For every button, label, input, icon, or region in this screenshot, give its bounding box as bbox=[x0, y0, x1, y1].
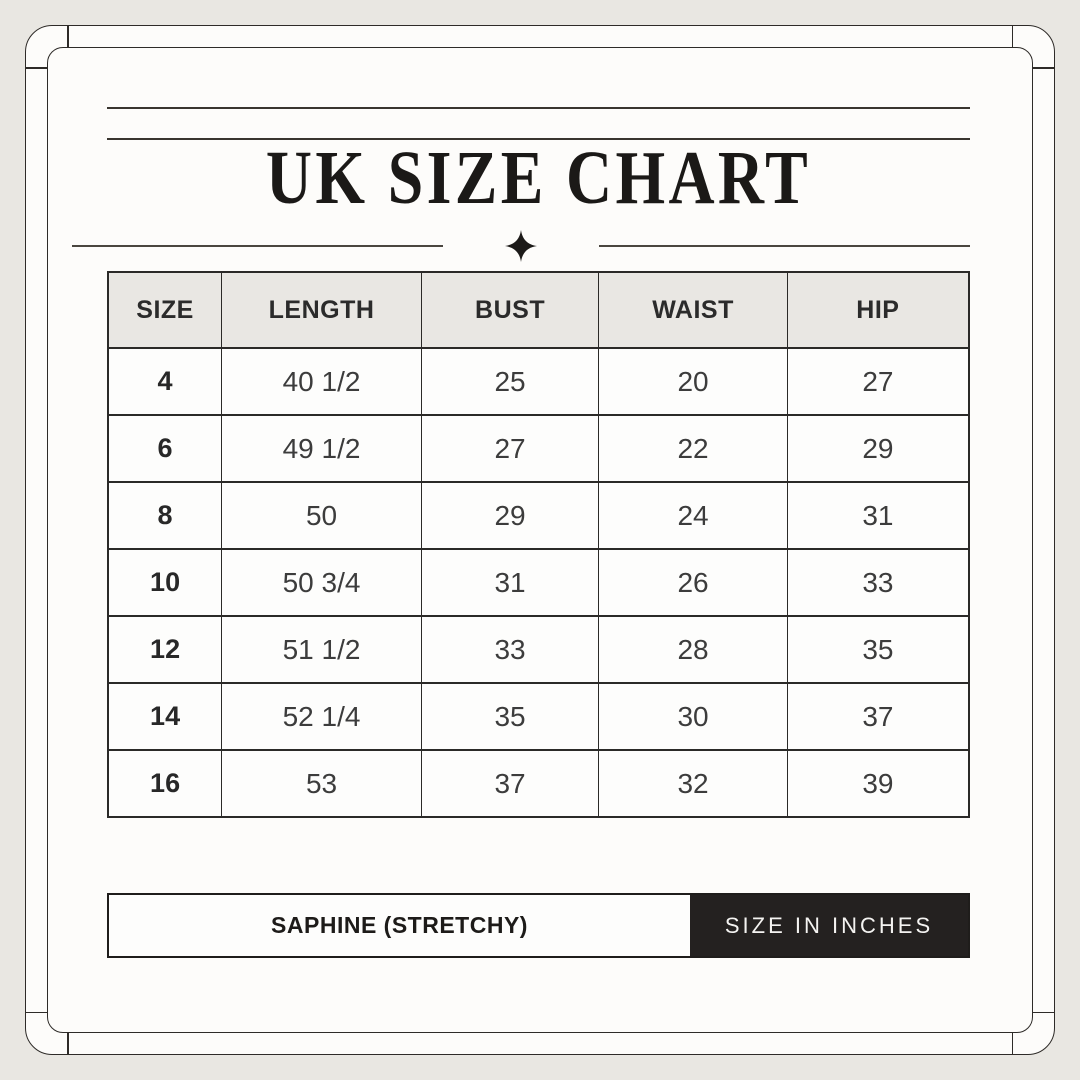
table-row: 8 50 29 24 31 bbox=[107, 481, 970, 550]
divider-line-right bbox=[599, 245, 970, 247]
measurement-cell: 49 1/2 bbox=[221, 414, 422, 483]
column-header-bust: BUST bbox=[420, 271, 600, 349]
measurement-cell: 27 bbox=[786, 347, 970, 416]
measurement-cell: 51 1/2 bbox=[221, 615, 422, 684]
table-row: 16 53 37 32 39 bbox=[107, 749, 970, 818]
inner-frame-border bbox=[47, 47, 1033, 1033]
frame-corner-tick bbox=[1011, 1033, 1013, 1055]
measurement-cell: 30 bbox=[598, 682, 788, 751]
measurement-cell: 33 bbox=[786, 548, 970, 617]
measurement-cell: 35 bbox=[420, 682, 600, 751]
measurement-cell: 32 bbox=[598, 749, 788, 818]
size-table: SIZE LENGTH BUST WAIST HIP 4 40 1/2 25 20 27… bbox=[107, 271, 970, 818]
size-table-body: 4 40 1/2 25 20 27 6 49 1/2 27 22 29 8 50 29 24 31 10 50 … bbox=[107, 347, 970, 818]
measurement-cell: 22 bbox=[598, 414, 788, 483]
header-row: SIZE LENGTH BUST WAIST HIP bbox=[107, 271, 970, 349]
frame-corner-tick bbox=[67, 25, 69, 47]
units-badge: SIZE IN INCHES bbox=[690, 895, 968, 956]
measurement-cell: 39 bbox=[786, 749, 970, 818]
page-title: UK SIZE CHART bbox=[265, 136, 812, 220]
size-cell: 12 bbox=[107, 615, 223, 684]
measurement-cell: 35 bbox=[786, 615, 970, 684]
measurement-cell: 20 bbox=[598, 347, 788, 416]
frame-corner-tick bbox=[1011, 25, 1013, 47]
measurement-cell: 24 bbox=[598, 481, 788, 550]
size-cell: 8 bbox=[107, 481, 223, 550]
column-header-length: LENGTH bbox=[221, 271, 422, 349]
content-column: UK SIZE CHART SIZE LENGTH BUST bbox=[72, 0, 970, 1080]
measurement-cell: 37 bbox=[786, 682, 970, 751]
size-cell: 4 bbox=[107, 347, 223, 416]
table-row: 14 52 1/4 35 30 37 bbox=[107, 682, 970, 751]
measurement-cell: 37 bbox=[420, 749, 600, 818]
frame-corner-tick bbox=[25, 1011, 47, 1013]
size-cell: 6 bbox=[107, 414, 223, 483]
column-header-size: SIZE bbox=[107, 271, 223, 349]
footer-bar: SAPHINE (STRETCHY) SIZE IN INCHES bbox=[107, 893, 970, 958]
measurement-cell: 53 bbox=[221, 749, 422, 818]
frame-corner-tick bbox=[25, 67, 47, 69]
measurement-cell: 50 3/4 bbox=[221, 548, 422, 617]
measurement-cell: 26 bbox=[598, 548, 788, 617]
divider-line-left bbox=[72, 245, 443, 247]
frame-corner-tick bbox=[67, 1033, 69, 1055]
top-rule-upper bbox=[107, 107, 970, 109]
size-cell: 10 bbox=[107, 548, 223, 617]
measurement-cell: 40 1/2 bbox=[221, 347, 422, 416]
measurement-cell: 29 bbox=[786, 414, 970, 483]
measurement-cell: 29 bbox=[420, 481, 600, 550]
measurement-cell: 31 bbox=[786, 481, 970, 550]
measurement-cell: 50 bbox=[221, 481, 422, 550]
table-row: 12 51 1/2 33 28 35 bbox=[107, 615, 970, 684]
measurement-cell: 25 bbox=[420, 347, 600, 416]
measurement-cell: 28 bbox=[598, 615, 788, 684]
size-cell: 14 bbox=[107, 682, 223, 751]
measurement-cell: 27 bbox=[420, 414, 600, 483]
fabric-label: SAPHINE (STRETCHY) bbox=[271, 912, 528, 938]
size-cell: 16 bbox=[107, 749, 223, 818]
column-header-waist: WAIST bbox=[598, 271, 788, 349]
table-row: 10 50 3/4 31 26 33 bbox=[107, 548, 970, 617]
measurement-cell: 31 bbox=[420, 548, 600, 617]
measurement-cell: 33 bbox=[420, 615, 600, 684]
table-row: 6 49 1/2 27 22 29 bbox=[107, 414, 970, 483]
title-divider bbox=[72, 230, 970, 262]
frame-corner-tick bbox=[1033, 1011, 1055, 1013]
measurement-cell: 52 1/4 bbox=[221, 682, 422, 751]
frame-corner-tick bbox=[1033, 67, 1055, 69]
sparkle-icon bbox=[505, 230, 537, 262]
column-header-hip: HIP bbox=[786, 271, 970, 349]
top-rule-lower bbox=[107, 138, 970, 140]
table-row: 4 40 1/2 25 20 27 bbox=[107, 347, 970, 416]
